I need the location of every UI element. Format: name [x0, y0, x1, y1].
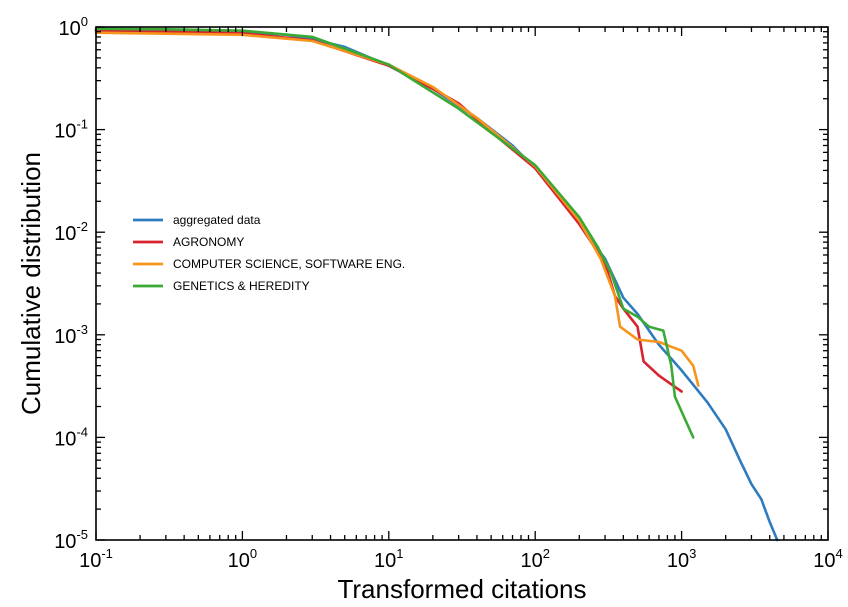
x-tick-label: 104 — [813, 546, 842, 572]
ticks-layer — [95, 26, 829, 541]
series-line-1 — [94, 29, 683, 393]
plot-frame — [95, 26, 829, 541]
y-tick-label: 10-3 — [54, 322, 88, 348]
x-axis-title: Transformed citations — [337, 574, 586, 604]
legend-label-0: aggregated data — [173, 213, 261, 227]
y-tick-label: 10-4 — [54, 424, 88, 450]
x-tick-label: 101 — [374, 546, 403, 572]
legend-label-3: GENETICS & HEREDITY — [173, 279, 310, 293]
tick-labels-layer: 10-1 100 101 102 103 104 100 10-1 10-2 10-3 10-4 10… — [54, 14, 843, 572]
series-line-2 — [94, 31, 700, 387]
series-line-3 — [94, 27, 695, 439]
x-tick-label: 10-1 — [79, 546, 113, 572]
x-tick-label: 103 — [667, 546, 696, 572]
x-tick-label: 100 — [228, 546, 257, 572]
y-tick-label: 10-1 — [54, 117, 88, 143]
x-tick-label: 102 — [520, 546, 549, 572]
legend-label-2: COMPUTER SCIENCE, SOFTWARE ENG. — [173, 257, 405, 271]
legend-label-1: AGRONOMY — [173, 235, 244, 249]
y-tick-label: 100 — [59, 14, 88, 40]
legend: aggregated data AGRONOMY COMPUTER SCIENCE,… — [133, 213, 405, 293]
y-tick-label: 10-5 — [54, 527, 88, 553]
y-tick-label: 10-2 — [54, 219, 88, 245]
series-layer — [94, 27, 779, 542]
y-axis-title: Cumulative distribution — [16, 152, 46, 415]
